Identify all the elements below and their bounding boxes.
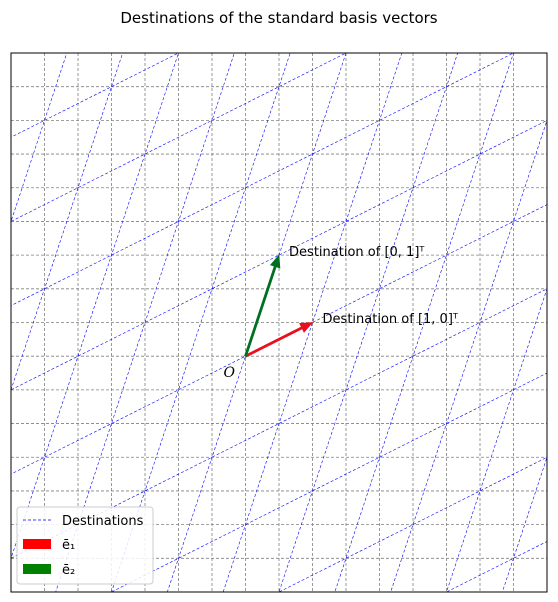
legend-e1-label: ē₁ [62, 538, 75, 553]
vector-arrow-e1 [244, 322, 314, 358]
destination-line [514, 0, 558, 602]
destination-line [313, 0, 558, 602]
legend-e1-swatch [23, 539, 51, 549]
chart-title: Destinations of the standard basis vecto… [120, 9, 437, 27]
vector-label-e1: Destination of [1, 0]ᵀ [323, 312, 459, 327]
vector-labels: Destination of [1, 0]ᵀ Destination of [0,… [224, 245, 459, 381]
plot-frame [10, 52, 548, 593]
legend-e2-label: ē₂ [62, 563, 75, 578]
basis-vectors [244, 254, 314, 358]
vector-arrow-e2 [244, 254, 281, 357]
legend: Destinations ē₁ ē₂ [16, 506, 154, 585]
destination-line [380, 0, 558, 602]
legend-destinations-label: Destinations [62, 514, 144, 529]
origin-label: O [224, 365, 236, 381]
legend-e2-swatch [23, 564, 51, 574]
destination-line [447, 0, 558, 602]
vector-label-e2: Destination of [0, 1]ᵀ [289, 245, 425, 260]
destination-line [246, 0, 558, 602]
